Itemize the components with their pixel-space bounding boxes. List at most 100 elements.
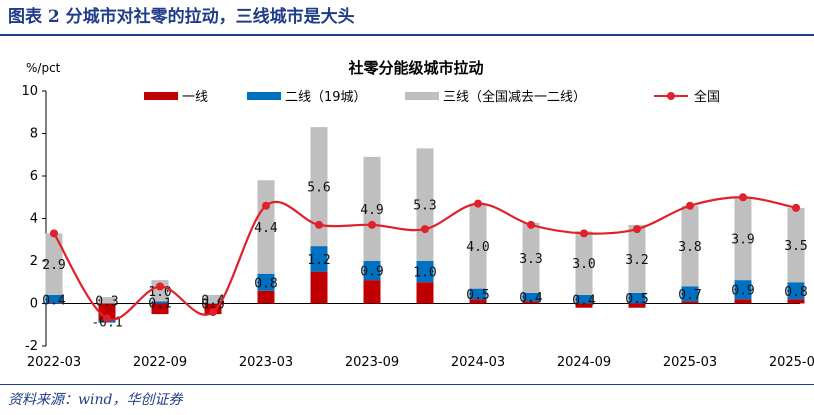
- bar-tier2: [787, 282, 805, 300]
- bar-tier3: [575, 231, 593, 295]
- legend-swatch-tier1: [144, 92, 178, 100]
- legend-label-national: 全国: [694, 89, 720, 105]
- bar-tier3: [98, 297, 116, 304]
- national-point: [262, 201, 270, 210]
- data-label-tier3: 5.3: [413, 199, 436, 214]
- bar-tier3: [522, 222, 540, 293]
- bar-tier2: [257, 273, 275, 291]
- bar-tier1: [469, 299, 487, 304]
- chart-title: 社零分能级城市拉动: [347, 59, 483, 77]
- bar-tier1: [575, 303, 593, 308]
- bar-tier3: [681, 205, 699, 287]
- data-label-tier3: 4.0: [466, 240, 489, 255]
- data-label-tier2: 1.0: [413, 266, 436, 281]
- data-label-tier2: 0.4: [572, 293, 596, 308]
- national-point: [580, 229, 588, 238]
- national-point: [50, 229, 58, 238]
- chart-area: 社零分能级城市拉动 %/pct 一线 二线（19城） 三线（全国减去一二线） 全…: [21, 59, 814, 370]
- bar-tier3: [469, 203, 487, 289]
- legend-swatch-tier3: [405, 92, 439, 100]
- data-label-tier3: 0.3: [95, 294, 118, 309]
- bar-tier2: [681, 286, 699, 302]
- data-label-tier2: 0.9: [360, 265, 383, 280]
- y-tick-label: 6: [30, 169, 38, 184]
- bar-tier1: [628, 303, 646, 308]
- bar-tier2: [151, 301, 169, 304]
- national-point: [686, 201, 694, 210]
- y-tick-label: 8: [30, 127, 38, 142]
- data-label-tier2: 0.8: [254, 276, 277, 291]
- data-label-tier2: 0.4: [519, 291, 543, 306]
- x-tick-label: 2025-03: [663, 355, 717, 370]
- data-label-tier3: 5.6: [307, 181, 330, 196]
- national-point: [739, 193, 747, 202]
- bar-tier1: [257, 290, 275, 304]
- bar-tier3: [363, 156, 381, 261]
- data-label-tier2: 0.4: [42, 293, 66, 308]
- data-label-tier2: 0.9: [731, 284, 754, 299]
- data-label-tier2: 0.8: [784, 285, 807, 300]
- national-point: [103, 314, 111, 323]
- y-tick-label: 10: [21, 84, 38, 99]
- bar-tier3: [787, 207, 805, 283]
- bar-tier3: [416, 148, 434, 261]
- data-labels: 0.4-0.10.1 0.00.81.20.9 1.00.5 0.4 0.4 0.5 0.7…: [42, 181, 807, 331]
- source-note: 资料来源：wind，华创证券: [8, 392, 183, 408]
- data-label-tier2: 0.0: [201, 298, 224, 313]
- bar-tier1: [681, 301, 699, 304]
- national-series: [50, 193, 800, 323]
- legend-label-tier3: 三线（全国减去一二线）: [443, 89, 586, 105]
- x-tick-label: 2023-03: [239, 355, 293, 370]
- national-point: [792, 203, 800, 212]
- national-point: [368, 220, 376, 229]
- y-tick-label: 0: [30, 297, 38, 312]
- top-rule: [0, 34, 814, 36]
- bar-tier3: [310, 127, 328, 247]
- bar-tier3: [734, 197, 752, 281]
- y-unit-label: %/pct: [26, 61, 61, 75]
- data-label-tier2: 0.5: [466, 288, 489, 303]
- bars: [45, 127, 805, 323]
- y-tick-label: 4: [30, 212, 38, 227]
- data-label-tier2: 0.1: [148, 296, 171, 311]
- national-point: [527, 220, 535, 229]
- x-tick-label: 2025-09: [769, 355, 814, 370]
- bar-tier1: [310, 271, 328, 304]
- bar-tier1: [416, 282, 434, 304]
- data-label-tier3: 3.8: [678, 240, 701, 255]
- bar-tier3: [628, 224, 646, 293]
- bar-tier1: [522, 301, 540, 304]
- bar-tier2: [45, 295, 63, 304]
- bar-tier2: [416, 261, 434, 283]
- bar-tier3: [45, 233, 63, 295]
- legend-marker-national: [667, 92, 675, 100]
- bar-tier1: [787, 299, 805, 304]
- figure-title: 图表 2 分城市对社零的拉动，三线城市是大头: [8, 7, 355, 27]
- bar-tier2: [363, 261, 381, 281]
- national-point: [474, 199, 482, 208]
- data-label-tier3: 4.4: [254, 221, 278, 236]
- bar-tier2: [522, 292, 540, 302]
- bar-tier1: [151, 303, 169, 315]
- x-tick-label: 2024-09: [557, 355, 611, 370]
- national-point: [315, 220, 323, 229]
- bar-tier2: [310, 246, 328, 272]
- x-tick-label: 2023-09: [345, 355, 399, 370]
- national-point: [421, 225, 429, 234]
- bar-tier3: [204, 295, 222, 304]
- bar-tier3: [151, 280, 169, 302]
- x-tick-label: 2022-09: [133, 355, 187, 370]
- bar-tier2: [204, 303, 222, 304]
- bar-tier2: [734, 280, 752, 300]
- bottom-rule: [0, 384, 814, 385]
- legend: 一线 二线（19城） 三线（全国减去一二线） 全国: [144, 89, 720, 105]
- data-label-tier3: 3.0: [572, 257, 595, 272]
- data-label-tier3: 3.3: [519, 252, 542, 267]
- data-label-tier3: 4.9: [360, 203, 383, 218]
- x-tick-label: 2024-03: [451, 355, 505, 370]
- bar-tier1: [45, 303, 63, 304]
- national-point: [209, 308, 217, 316]
- y-tick-label: -2: [25, 339, 38, 354]
- bar-tier2: [628, 292, 646, 304]
- bar-tier2: [469, 288, 487, 300]
